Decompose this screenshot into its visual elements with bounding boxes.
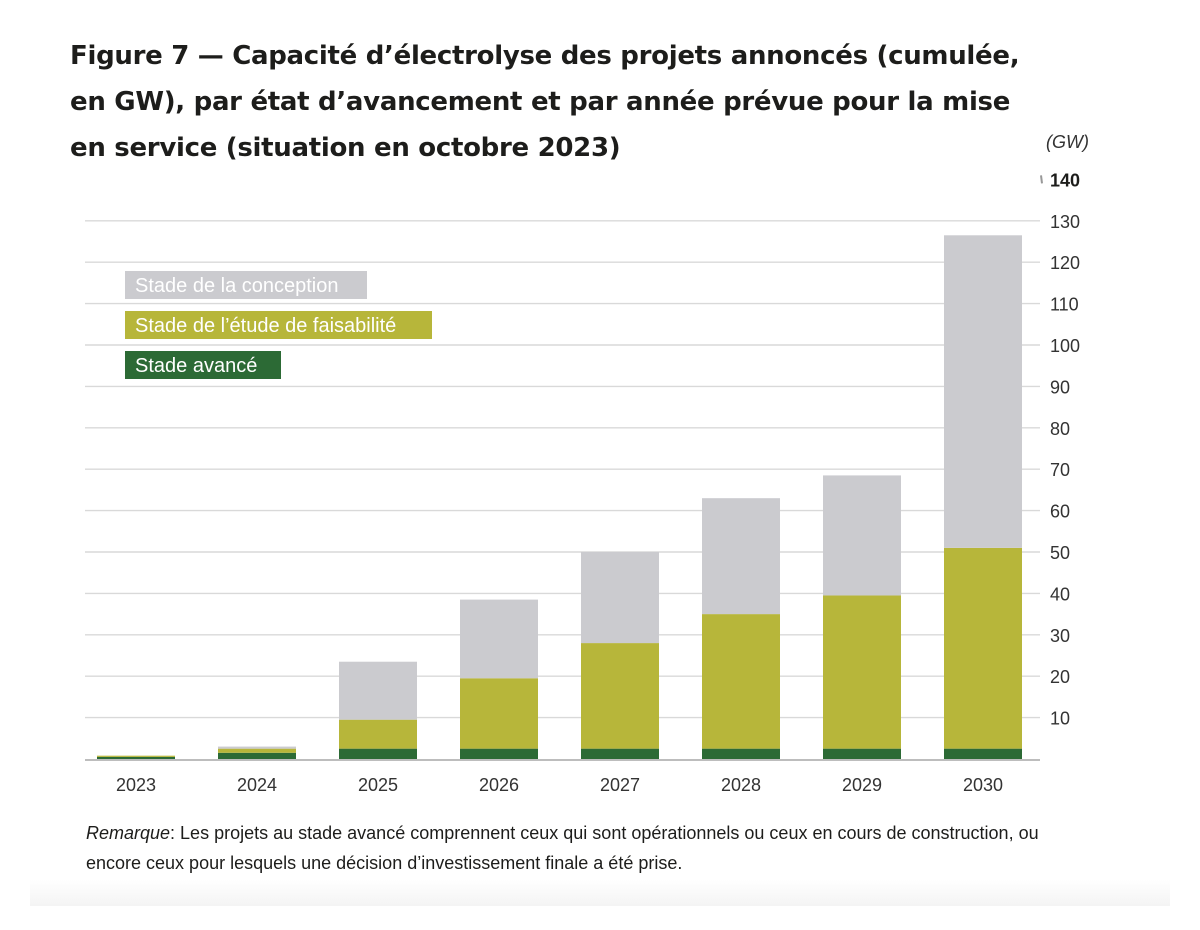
legend: Stade de la conception Stade de l’étude d… (125, 271, 432, 379)
note-label: Remarque (86, 823, 171, 843)
x-tick-label-2025: 2025 (358, 775, 398, 795)
bar-avance-2023 (97, 756, 175, 759)
note-text: : Les projets au stade avancé comprennen… (86, 823, 1039, 873)
bar-avance-2025 (339, 748, 417, 759)
bar-faisabilite-2030 (944, 547, 1022, 749)
legend-swatch-avance (125, 351, 281, 379)
legend-label-faisabilite: Stade de l’étude de faisabilité (135, 315, 396, 337)
y-tick-label-100: 100 (1050, 336, 1080, 356)
bar-faisabilite-2024 (218, 748, 296, 753)
x-tick-label-2028: 2028 (721, 775, 761, 795)
legend-swatch-faisabilite (125, 311, 432, 339)
bar-conception-2024 (218, 746, 296, 749)
bar-faisabilite-2026 (460, 678, 538, 749)
x-tick-label-2023: 2023 (116, 775, 156, 795)
chart-note: Remarque: Les projets au stade avancé co… (86, 818, 1086, 878)
y-tick-label-70: 70 (1050, 460, 1070, 480)
y-tick-label-120: 120 (1050, 253, 1080, 273)
y-tick-label-110: 110 (1050, 295, 1079, 315)
bar-conception-2028 (702, 498, 780, 615)
bar-avance-2024 (218, 752, 296, 759)
legend-swatch-conception (125, 271, 367, 299)
y-tick-label-30: 30 (1050, 626, 1070, 646)
bar-conception-2026 (460, 599, 538, 679)
bar-conception-2027 (581, 552, 659, 644)
y-axis-unit: (GW) (1046, 132, 1089, 152)
y-tick-label-40: 40 (1050, 584, 1070, 604)
x-tick-label-2024: 2024 (237, 775, 277, 795)
bar-conception-2030 (944, 235, 1022, 548)
x-tick-label-2030: 2030 (963, 775, 1003, 795)
y-tick-label-50: 50 (1050, 543, 1070, 563)
x-tick-label-2026: 2026 (479, 775, 519, 795)
y-tick-label-90: 90 (1050, 377, 1070, 397)
tick-mark-140 (1040, 175, 1043, 184)
axes: 102030405060708090100110120130140(GW)202… (85, 132, 1089, 795)
bar-conception-2025 (339, 661, 417, 720)
y-tick-label-80: 80 (1050, 419, 1070, 439)
y-tick-label-130: 130 (1050, 212, 1080, 232)
x-tick-label-2029: 2029 (842, 775, 882, 795)
bar-faisabilite-2029 (823, 595, 901, 749)
y-tick-label-20: 20 (1050, 667, 1070, 687)
bar-faisabilite-2027 (581, 643, 659, 749)
bar-avance-2027 (581, 748, 659, 759)
bar-faisabilite-2025 (339, 719, 417, 749)
bar-avance-2026 (460, 748, 538, 759)
y-tick-label-10: 10 (1050, 709, 1070, 729)
bar-avance-2028 (702, 748, 780, 759)
y-tick-label-60: 60 (1050, 502, 1070, 522)
bar-avance-2029 (823, 748, 901, 759)
bars (97, 235, 1022, 759)
bar-avance-2030 (944, 748, 1022, 759)
chart-title: Figure 7 — Capacité d’électrolyse des pr… (70, 41, 1020, 163)
legend-label-avance: Stade avancé (135, 355, 257, 377)
bar-conception-2029 (823, 475, 901, 596)
y-tick-label-140: 140 (1050, 170, 1080, 190)
bar-faisabilite-2028 (702, 614, 780, 749)
x-tick-label-2027: 2027 (600, 775, 640, 795)
legend-label-conception: Stade de la conception (135, 275, 339, 297)
page-shadow (30, 880, 1170, 906)
bar-faisabilite-2023 (97, 755, 175, 757)
